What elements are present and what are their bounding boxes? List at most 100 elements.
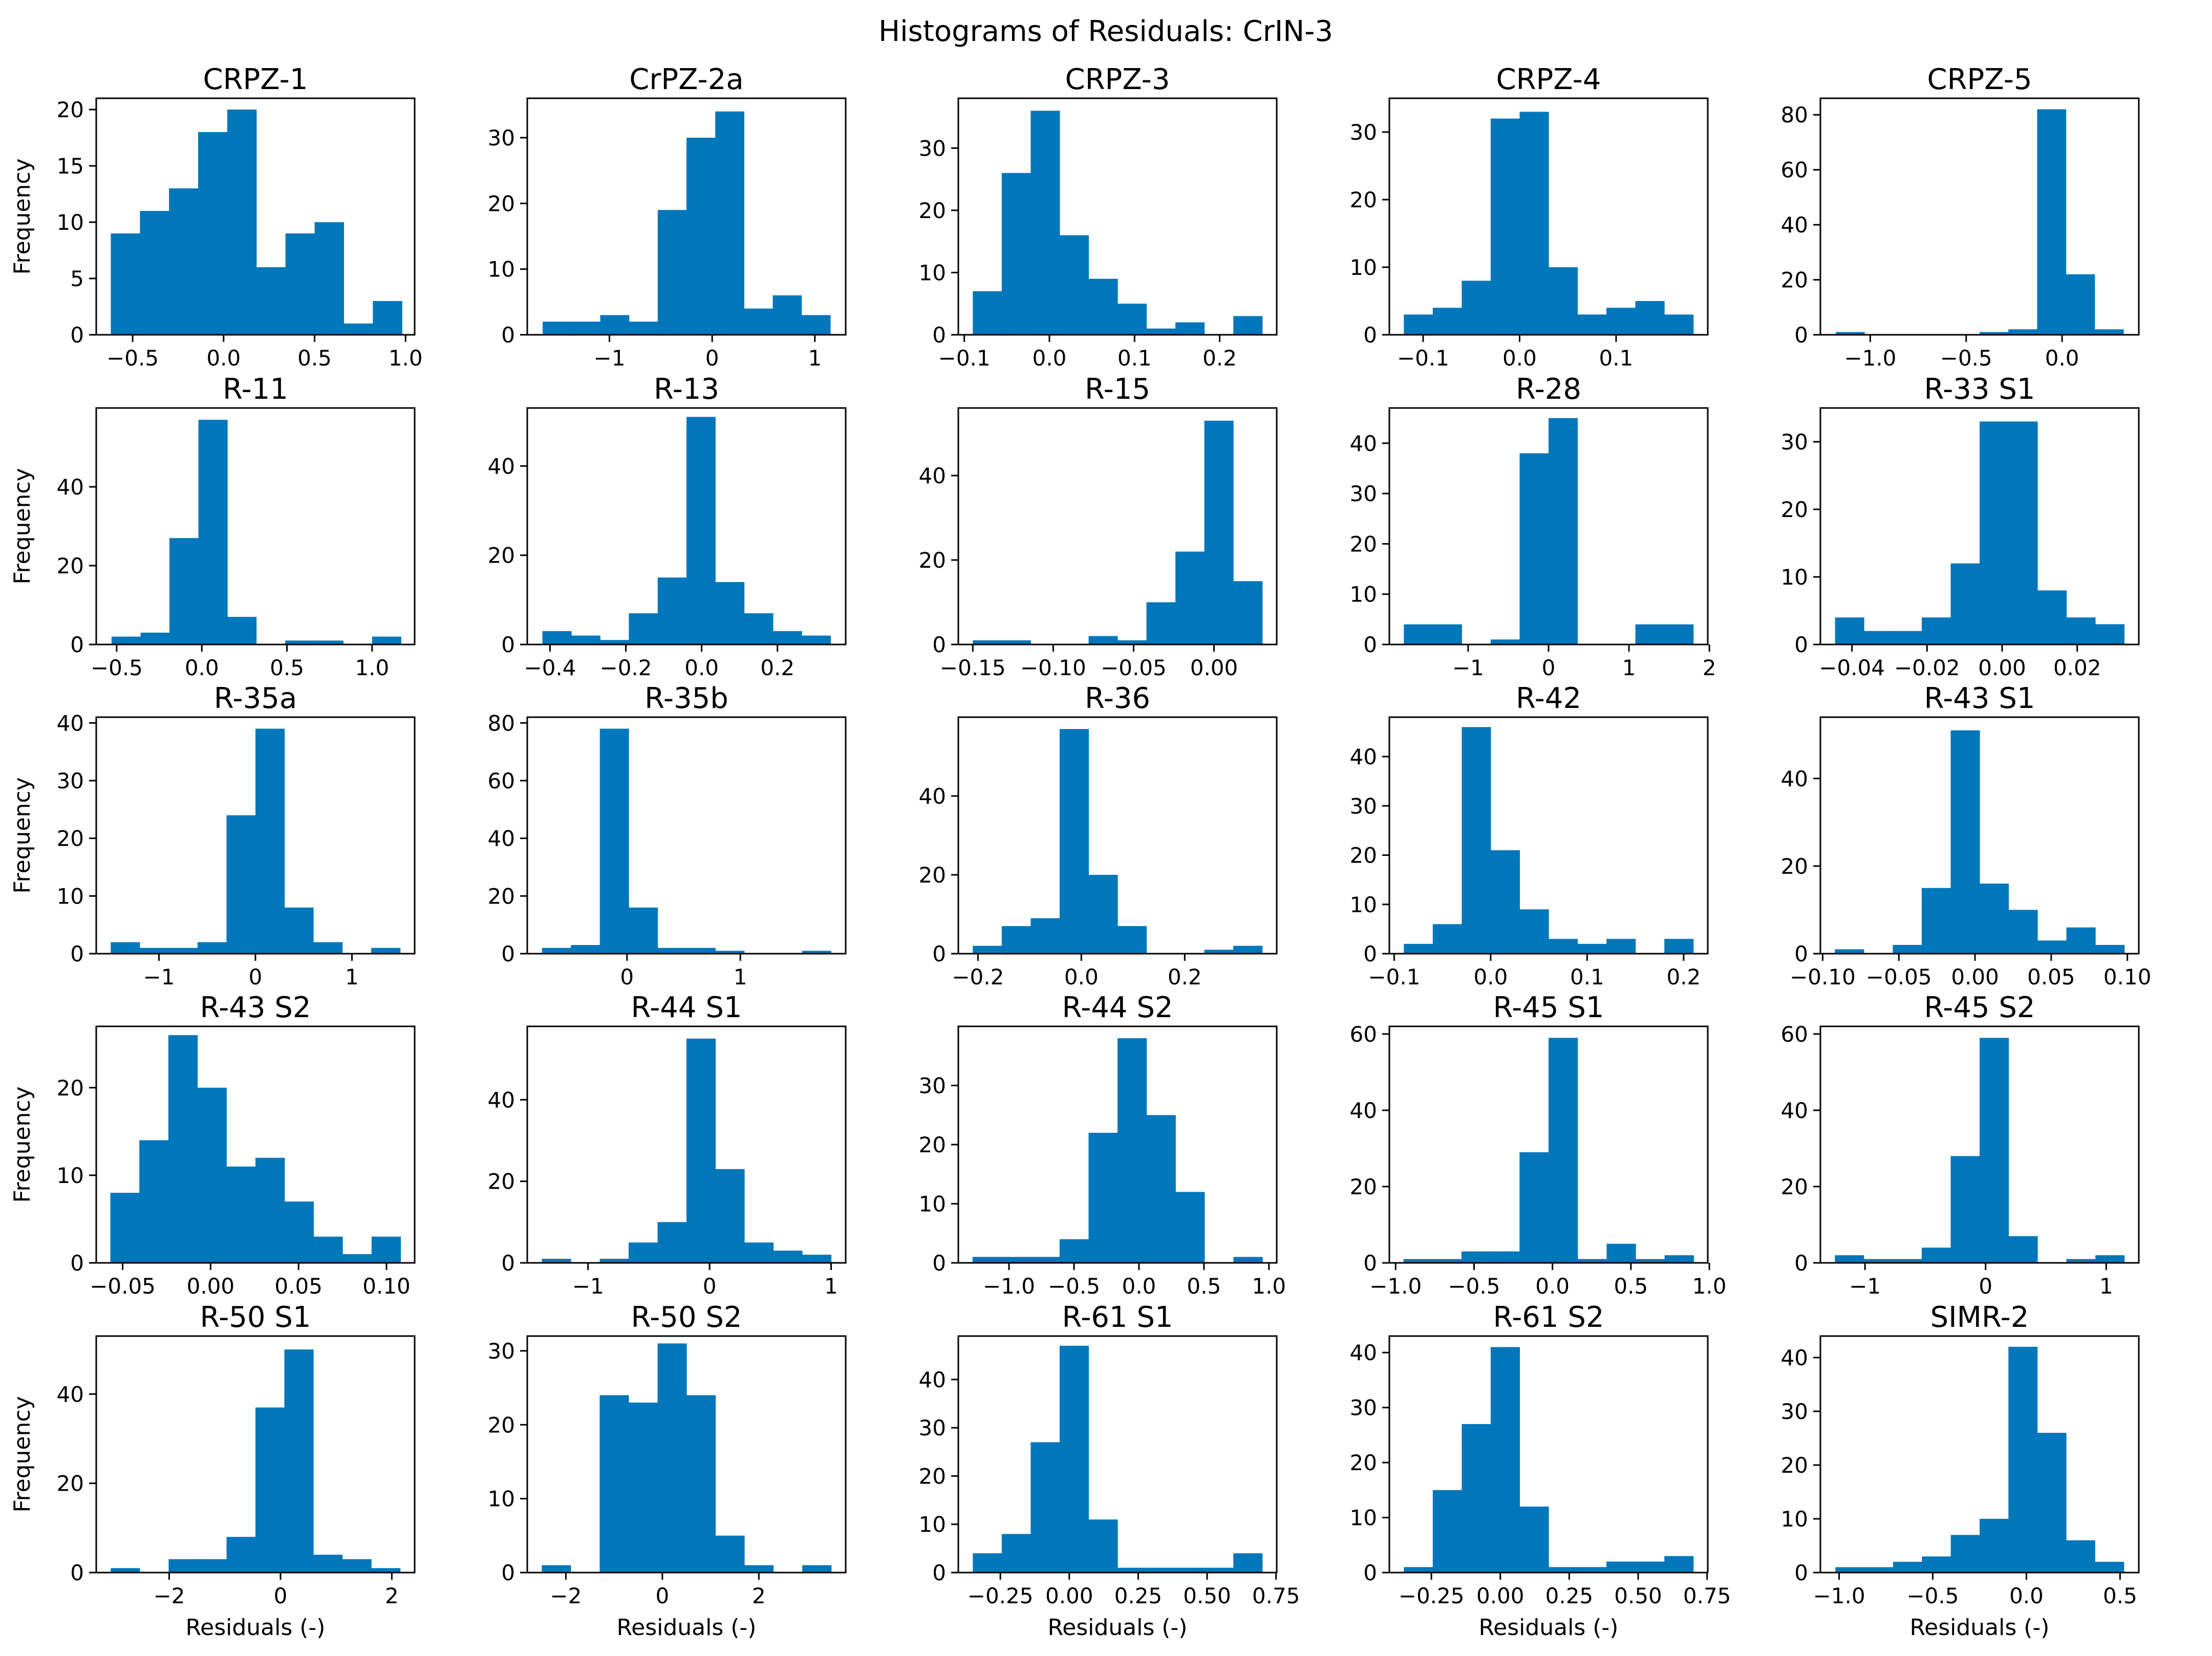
y-tick-label: 20 <box>57 1076 84 1101</box>
y-tick-label: 20 <box>57 553 84 578</box>
y-tick-label: 30 <box>1350 1395 1377 1421</box>
x-tick-label: 0.10 <box>362 1274 411 1299</box>
y-tick-label: 0 <box>70 1251 84 1276</box>
y-tick-label: 10 <box>488 257 515 282</box>
x-tick-label: 0.50 <box>1183 1583 1231 1608</box>
y-tick-label: 20 <box>1350 187 1377 212</box>
histogram-bar <box>342 1254 372 1263</box>
histogram-bar <box>772 631 802 644</box>
histogram-panel: SIMR-2 −1.0 −0.5 0.0 0.5 0 10 20 30 40 Residuals (… <box>1781 1301 2140 1641</box>
histogram-bar <box>715 951 745 954</box>
histogram-bar <box>1088 278 1118 335</box>
x-tick-label: 0.1 <box>1570 964 1604 990</box>
histogram-bar <box>1980 421 2009 644</box>
histogram-bar <box>744 1565 774 1573</box>
x-tick-label: 0.10 <box>2103 964 2152 990</box>
histogram-bar <box>686 1038 716 1263</box>
histogram-bar <box>2008 421 2038 644</box>
x-tick-label: 0 <box>274 1583 288 1608</box>
histogram-bar <box>1146 328 1176 335</box>
panel-title: R-43 S1 <box>1924 682 2035 715</box>
histogram-bar <box>255 1157 285 1263</box>
histogram-bar <box>715 1535 745 1573</box>
histogram-bar <box>1835 1567 1865 1573</box>
y-tick-label: 0 <box>1794 1560 1808 1585</box>
panel-title: R-28 <box>1516 373 1581 406</box>
axes-frame <box>1819 1025 2140 1264</box>
y-tick-label: 40 <box>1781 1098 1808 1123</box>
histogram-panel: R-42 −0.1 0.0 0.1 0.2 0 10 20 30 40 <box>1350 682 1709 990</box>
y-tick-label: 40 <box>488 826 515 851</box>
histogram-bar <box>1233 581 1263 645</box>
histogram-bar <box>1059 235 1089 335</box>
y-tick-label: 10 <box>1781 565 1808 590</box>
x-tick-label: −1.0 <box>1369 1274 1422 1299</box>
x-tick-label: −0.25 <box>968 1583 1034 1608</box>
y-tick-label: 40 <box>919 1367 946 1392</box>
axes-frame <box>95 1025 416 1264</box>
histogram-bar <box>372 636 401 644</box>
histogram-bar <box>285 233 315 335</box>
panel-title: R-61 S1 <box>1062 1301 1173 1334</box>
histogram-bar <box>1549 1567 1578 1573</box>
histogram-bar <box>973 640 1002 645</box>
x-tick-label: −0.1 <box>938 346 991 371</box>
histogram-bar <box>1059 1345 1089 1573</box>
histogram-bar <box>1118 926 1147 954</box>
histogram-bar <box>1863 1259 1893 1263</box>
histogram-panel: R-36 −0.2 0.0 0.2 0 20 40 <box>919 682 1278 990</box>
axes-frame <box>1388 1025 1709 1264</box>
histogram-bar <box>686 1395 716 1573</box>
histogram-bar <box>1404 624 1433 644</box>
y-tick-label: 20 <box>919 863 946 888</box>
histogram-bar <box>1001 1257 1031 1263</box>
y-tick-label: 40 <box>1350 1340 1377 1365</box>
histogram-bar <box>686 138 716 335</box>
x-tick-label: 2 <box>385 1583 399 1608</box>
histogram-bar <box>2095 944 2125 954</box>
histogram-bar <box>1030 111 1060 335</box>
x-tick-label: −1 <box>572 1274 604 1299</box>
x-tick-label: 0.0 <box>684 655 719 680</box>
x-tick-label: −1.0 <box>1844 346 1896 371</box>
x-tick-label: −0.02 <box>1894 655 1960 680</box>
x-tick-label: 2 <box>752 1583 766 1608</box>
histogram-bar <box>1549 418 1578 644</box>
histogram-bar <box>2008 1236 2038 1263</box>
x-tick-label: −1.0 <box>1813 1583 1865 1608</box>
histogram-bar <box>1118 640 1147 645</box>
histogram-bar <box>1404 1567 1433 1573</box>
x-axis-label: Residuals (-) <box>1479 1615 1619 1641</box>
histogram-bar <box>744 1242 774 1263</box>
histogram-bar <box>657 210 687 335</box>
y-tick-label: 20 <box>57 1471 84 1496</box>
histogram-bar <box>1001 640 1031 645</box>
y-tick-label: 30 <box>1350 793 1377 819</box>
histogram-bar <box>1893 944 1922 954</box>
histogram-bar <box>139 948 169 954</box>
histogram-bar <box>1664 1255 1694 1263</box>
histogram-bar <box>140 211 169 335</box>
y-tick-label: 20 <box>57 97 84 122</box>
y-tick-label: 30 <box>57 768 84 793</box>
y-tick-label: 0 <box>501 632 515 657</box>
histogram-bar <box>197 1087 227 1263</box>
histogram-bar <box>2066 617 2096 644</box>
x-tick-label: 0.0 <box>2009 1583 2044 1608</box>
panel-title: CRPZ-5 <box>1927 63 2032 96</box>
histogram-bar <box>1462 727 1491 954</box>
histogram-bar <box>1088 875 1118 954</box>
y-tick-label: 40 <box>1781 766 1808 791</box>
panel-title: CrPZ-2a <box>629 63 743 96</box>
histogram-bar <box>2037 109 2067 335</box>
y-tick-label: 20 <box>488 1412 515 1437</box>
histogram-bar <box>371 1236 401 1263</box>
y-tick-label: 0 <box>1363 632 1377 657</box>
histogram-bar <box>571 945 600 954</box>
y-tick-label: 20 <box>57 826 84 851</box>
y-tick-label: 0 <box>1794 632 1808 657</box>
y-tick-label: 40 <box>1781 212 1808 238</box>
histogram-bar <box>1664 314 1694 335</box>
